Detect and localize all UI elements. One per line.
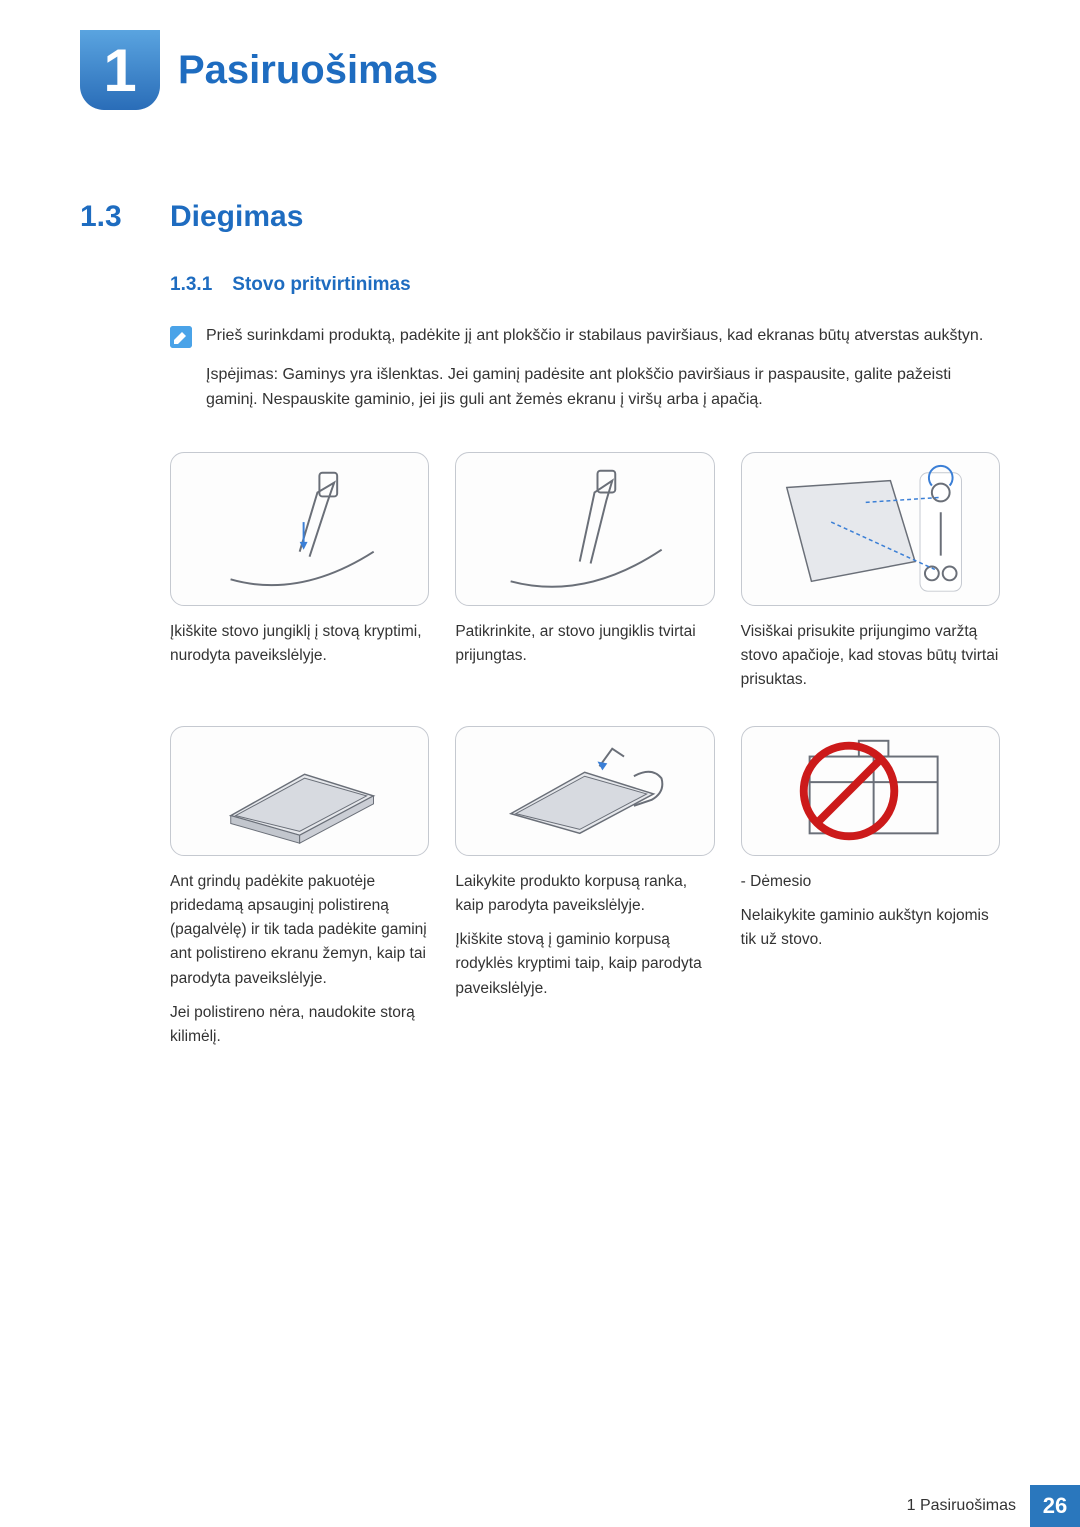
step-cell: Laikykite produkto korpusą ranka, kaip p… [455, 726, 714, 1058]
footer-page-number: 26 [1030, 1485, 1080, 1527]
chapter-number-badge: 1 [80, 30, 160, 110]
step-text: Įkiškite stovo jungiklį į stovą kryptimi… [170, 620, 429, 668]
step-illustration [455, 452, 714, 606]
section-heading: 1.3 Diegimas [80, 200, 1000, 234]
steps-grid: Įkiškite stovo jungiklį į stovą kryptimi… [170, 452, 1000, 1058]
step-cell: - Dėmesio Nelaikykite gaminio aukštyn ko… [741, 726, 1000, 1058]
step-illustration [741, 452, 1000, 606]
step-caption: Visiškai prisukite prijungimo varžtą sto… [741, 620, 1000, 692]
note-icon [170, 326, 192, 348]
note-paragraph: Įspėjimas: Gaminys yra išlenktas. Jei ga… [206, 363, 1000, 413]
chapter-number: 1 [103, 36, 136, 105]
step-caption: Laikykite produkto korpusą ranka, kaip p… [455, 870, 714, 1000]
step-cell: Ant grindų padėkite pakuotėje pridedamą … [170, 726, 429, 1058]
step-text: Jei polistireno nėra, naudokite storą ki… [170, 1001, 429, 1049]
subsection-number: 1.3.1 [170, 274, 212, 296]
step-caption: Ant grindų padėkite pakuotėje pridedamą … [170, 870, 429, 1048]
step-text: Patikrinkite, ar stovo jungiklis tvirtai… [455, 620, 714, 668]
step-cell: Patikrinkite, ar stovo jungiklis tvirtai… [455, 452, 714, 702]
chapter-header: 1 Pasiruošimas [80, 30, 1000, 110]
step-illustration [741, 726, 1000, 856]
chapter-title: Pasiruošimas [178, 48, 438, 93]
section-number: 1.3 [80, 200, 140, 234]
note-text: Prieš surinkdami produktą, padėkite jį a… [206, 324, 1000, 426]
step-text: Visiškai prisukite prijungimo varžtą sto… [741, 620, 1000, 692]
step-text: - Dėmesio [741, 870, 1000, 894]
footer-chapter-ref: 1 Pasiruošimas [907, 1497, 1030, 1515]
step-caption: Įkiškite stovo jungiklį į stovą kryptimi… [170, 620, 429, 668]
step-illustration [170, 452, 429, 606]
note-paragraph: Prieš surinkdami produktą, padėkite jį a… [206, 324, 1000, 349]
step-illustration [455, 726, 714, 856]
step-caption: Patikrinkite, ar stovo jungiklis tvirtai… [455, 620, 714, 668]
page-footer: 1 Pasiruošimas 26 [907, 1485, 1080, 1527]
step-cell: Visiškai prisukite prijungimo varžtą sto… [741, 452, 1000, 702]
step-illustration [170, 726, 429, 856]
step-text: Nelaikykite gaminio aukštyn kojomis tik … [741, 904, 1000, 952]
subsection-heading: 1.3.1 Stovo pritvirtinimas [170, 274, 1000, 296]
step-text: Laikykite produkto korpusą ranka, kaip p… [455, 870, 714, 918]
section-title: Diegimas [170, 200, 303, 234]
step-text: Įkiškite stovą į gaminio korpusą rodyklė… [455, 928, 714, 1000]
step-cell: Įkiškite stovo jungiklį į stovą kryptimi… [170, 452, 429, 702]
step-caption: - Dėmesio Nelaikykite gaminio aukštyn ko… [741, 870, 1000, 952]
note-block: Prieš surinkdami produktą, padėkite jį a… [170, 324, 1000, 426]
subsection-title: Stovo pritvirtinimas [232, 274, 410, 296]
step-text: Ant grindų padėkite pakuotėje pridedamą … [170, 870, 429, 990]
